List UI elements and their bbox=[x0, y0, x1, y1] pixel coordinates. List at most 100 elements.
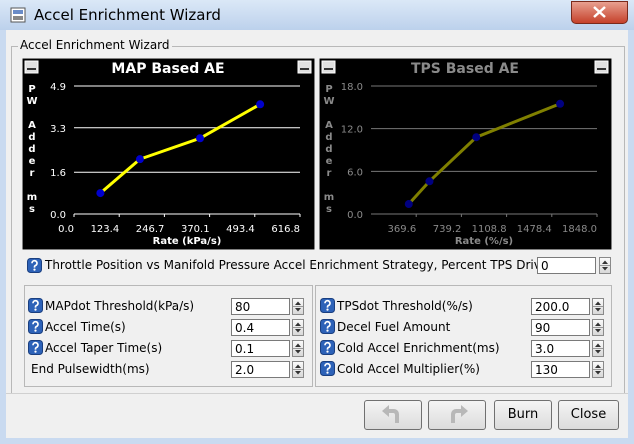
field-input[interactable]: 2.0 bbox=[231, 361, 290, 378]
spinner[interactable] bbox=[292, 361, 304, 378]
help-icon[interactable] bbox=[28, 298, 43, 313]
spinner-arrows bbox=[600, 260, 610, 271]
close-window-button[interactable] bbox=[571, 1, 628, 24]
spinner[interactable] bbox=[599, 257, 611, 274]
x-tick-label: 246.7 bbox=[136, 224, 165, 235]
field-label: End Pulsewidth(ms) bbox=[31, 362, 150, 376]
undo-button[interactable] bbox=[364, 400, 422, 430]
strategy-row: Throttle Position vs Manifold Pressure A… bbox=[0, 256, 634, 276]
spinner[interactable] bbox=[592, 319, 604, 336]
separator bbox=[6, 393, 628, 394]
y-tick-label: 12.0 bbox=[341, 125, 363, 136]
x-tick-label: 739.2 bbox=[433, 224, 462, 235]
x-tick-label: 1478.4 bbox=[517, 224, 552, 235]
help-icon[interactable] bbox=[28, 340, 43, 355]
data-point bbox=[196, 134, 205, 143]
field-input[interactable]: 3.0 bbox=[531, 340, 590, 357]
help-icon[interactable] bbox=[320, 340, 335, 355]
y-tick-label: 4.9 bbox=[50, 82, 66, 93]
y-tick-label: 3.3 bbox=[50, 124, 66, 135]
x-tick-label: 1108.8 bbox=[472, 224, 507, 235]
spinner-arrows bbox=[593, 301, 603, 312]
close-icon bbox=[593, 6, 606, 18]
field-input[interactable]: 0.1 bbox=[231, 340, 290, 357]
field-input[interactable]: 130 bbox=[531, 361, 590, 378]
x-tick-label: 0.0 bbox=[58, 224, 74, 235]
spinner[interactable] bbox=[292, 298, 304, 315]
field-label: Accel Taper Time(s) bbox=[45, 341, 163, 355]
spinner-arrows bbox=[293, 301, 303, 312]
redo-button[interactable] bbox=[428, 400, 486, 430]
spinner-arrows bbox=[593, 343, 603, 354]
help-icon[interactable] bbox=[320, 298, 335, 313]
right-panel bbox=[315, 285, 612, 387]
burn-button[interactable]: Burn bbox=[494, 400, 552, 430]
chart-menu-icon bbox=[24, 60, 39, 74]
x-axis-label: Rate (%/s) bbox=[455, 236, 513, 247]
data-line bbox=[407, 102, 561, 206]
x-tick-label: 1848.0 bbox=[562, 224, 597, 235]
data-point bbox=[135, 155, 144, 164]
help-icon[interactable] bbox=[27, 258, 42, 273]
field-input[interactable]: 90 bbox=[531, 319, 590, 336]
field-label: Cold Accel Multiplier(%) bbox=[337, 362, 480, 376]
spinner-arrows bbox=[593, 322, 603, 333]
data-point bbox=[256, 100, 265, 109]
chart-menu-icon-bar bbox=[27, 68, 36, 70]
help-icon[interactable] bbox=[320, 361, 335, 376]
data-point bbox=[96, 189, 105, 198]
undo-icon bbox=[382, 405, 399, 423]
y-tick-label: 0.0 bbox=[50, 210, 66, 221]
data-point bbox=[404, 200, 413, 209]
redo-icon bbox=[451, 405, 468, 423]
spinner[interactable] bbox=[592, 361, 604, 378]
field-label: MAPdot Threshold(kPa/s) bbox=[45, 299, 195, 313]
y-tick-label: 1.6 bbox=[50, 168, 66, 179]
chart-menu-icon-bar bbox=[597, 68, 606, 70]
close-button[interactable]: Close bbox=[558, 400, 619, 430]
y-tick-label: 0.0 bbox=[347, 210, 363, 221]
spinner[interactable] bbox=[292, 340, 304, 357]
field-label: TPSdot Threshold(%/s) bbox=[337, 299, 473, 313]
left-panel bbox=[24, 285, 313, 387]
spinner-arrows bbox=[293, 322, 303, 333]
charts: MAP Based AE PW Adder ms Rate (kPa/s) 0.0 1.… bbox=[22, 58, 612, 250]
help-icon[interactable] bbox=[320, 319, 335, 334]
chart-menu-icon bbox=[594, 60, 609, 74]
data-point bbox=[425, 177, 434, 186]
field-input[interactable]: 0.4 bbox=[231, 319, 290, 336]
spinner[interactable] bbox=[592, 340, 604, 357]
chart-menu-icon-bar bbox=[324, 68, 333, 70]
y-axis-label: PW Adder ms bbox=[323, 84, 334, 216]
spinner-arrows bbox=[293, 364, 303, 375]
x-tick-label: 370.1 bbox=[181, 224, 210, 235]
field-input[interactable]: 200.0 bbox=[531, 298, 590, 315]
app-icon bbox=[10, 7, 26, 23]
y-tick-label: 6.0 bbox=[347, 167, 363, 178]
spinner-arrows bbox=[293, 343, 303, 354]
y-axis-label: PW Adder ms bbox=[26, 84, 37, 216]
window-title: Accel Enrichment Wizard bbox=[34, 6, 221, 24]
x-tick-label: 616.8 bbox=[271, 224, 300, 235]
chart-title: MAP Based AE bbox=[111, 61, 224, 77]
chart-menu-icon bbox=[321, 60, 336, 74]
group-title: Accel Enrichment Wizard bbox=[18, 38, 172, 52]
data-point bbox=[472, 133, 481, 142]
spinner-arrows bbox=[593, 364, 603, 375]
chart-menu-icon-bar bbox=[300, 68, 309, 70]
field-input[interactable]: 80 bbox=[231, 298, 290, 315]
field-label: Accel Time(s) bbox=[45, 320, 126, 334]
help-icon[interactable] bbox=[28, 319, 43, 334]
x-tick-label: 493.4 bbox=[226, 224, 255, 235]
x-tick-label: 123.4 bbox=[91, 224, 120, 235]
field-label: Cold Accel Enrichment(ms) bbox=[337, 341, 500, 355]
spinner[interactable] bbox=[292, 319, 304, 336]
data-line bbox=[99, 102, 261, 195]
title-bar: Accel Enrichment Wizard bbox=[0, 0, 634, 30]
x-tick-label: 369.6 bbox=[388, 224, 417, 235]
chart-title: TPS Based AE bbox=[411, 61, 519, 77]
chart-menu-icon bbox=[297, 60, 312, 74]
strategy-input[interactable]: 0 bbox=[537, 257, 596, 274]
spinner[interactable] bbox=[592, 298, 604, 315]
